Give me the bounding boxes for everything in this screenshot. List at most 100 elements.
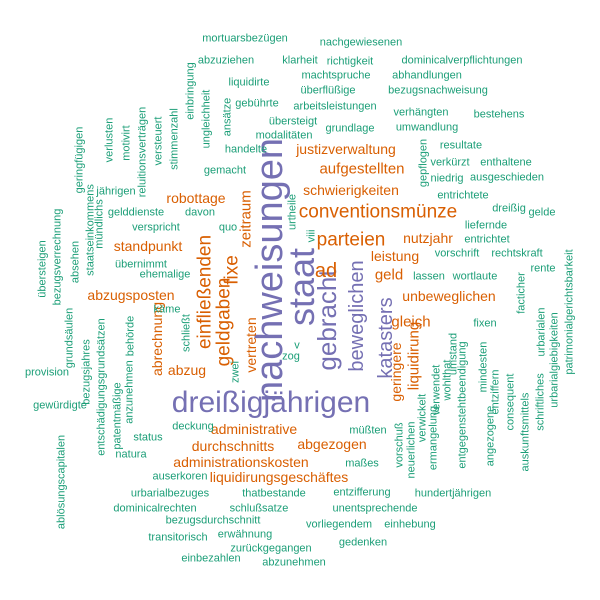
word: motivirt [120,125,133,161]
word: urbarialgiebigkeiten [548,312,561,408]
word: aufgestellten [319,160,405,178]
word: urbarialbezuges [130,487,210,500]
word: administrative [210,421,298,437]
word: absehen [69,240,82,284]
word: fixen [473,317,497,330]
word: geld [374,266,404,284]
word: verkürzt [430,156,470,169]
word: jährigen [96,185,136,198]
word: quo [218,221,238,234]
word: bezugsnachweisung [388,84,488,97]
word: rechtskraft [491,247,543,260]
word: unbeweglichen [402,288,496,304]
word: ad [314,260,338,282]
word: übersteigt [268,115,318,128]
word: behörde [124,315,137,357]
word: käme [153,303,181,316]
word: dominicalverpflichtungen [401,54,523,67]
word: gebracht [312,269,342,371]
word: conventionsmünze [298,201,458,223]
word: bestehens [473,108,525,121]
word: versteuert [152,116,165,166]
word: gewürdigte [33,399,87,412]
word: entrichtete [437,189,489,202]
word: wohlthat [441,359,454,401]
word: viii [305,229,318,243]
word: urbarialen [535,307,548,357]
word: schwierigkeiten [303,182,399,198]
word: patrimonialgerichtsbarkeit [563,249,576,375]
word: klarheit [282,54,318,67]
word: zog [282,350,300,363]
word: geldgaben [213,277,235,367]
word: abhandlungen [392,69,462,82]
word: rente [530,262,556,275]
word: gedenken [338,536,388,549]
word: mortuarsbezügen [202,32,288,45]
word: verhängten [393,106,449,119]
word: dominicalrechten [113,502,197,515]
word: thatbestande [242,487,306,500]
word: übersteigen [36,240,49,298]
word: liquidirung [405,321,423,391]
word: lassen [413,270,445,283]
word: schließt [180,314,193,352]
word: abzunehmen [262,556,326,569]
word: ermangelung [427,405,440,471]
word: ansätze [221,97,234,137]
word: consequent [504,373,517,431]
word: entgegenstehtbeendigung [456,341,469,469]
word: müßten [349,424,387,437]
word: reluitionsverträgen [136,106,149,198]
word: mündlichs [93,199,106,249]
word: gelde [528,206,556,219]
word: ablösungscapitalen [55,434,68,530]
word: gelddienste [107,206,165,219]
word: nutzjahr [403,230,453,246]
word: justizverwaltung [296,141,396,157]
word: ehemalige [139,268,191,281]
word: vorliegendem [305,518,373,531]
word: anzunehmen [123,360,136,424]
word: niedrig [430,172,464,185]
word: entzifferung [333,486,391,499]
word: abzug [167,362,207,378]
word: dreißigjährigen [171,386,371,419]
word: verspricht [132,221,180,234]
word: beweglichen [346,260,368,372]
word: handelte [224,143,268,156]
word: deckung [172,420,214,433]
word: robottage [166,190,226,206]
word: liquidirte [228,76,270,89]
word: durchschnitts [191,438,275,454]
word: abgezogen [297,436,367,452]
word: liquidirungsgeschäftes [209,469,349,485]
word: resultate [439,139,483,152]
word: geringfügigen [73,126,86,194]
word: gebührte [235,97,279,110]
word: urtheile [286,193,299,231]
word: transitorisch [148,531,208,544]
word: entschädigungsgrundsätzen [95,318,108,456]
word: administrationskosten [173,454,309,470]
word: modalitäten [255,129,313,142]
word: auserkoren [152,470,208,483]
word: abzugsposten [87,287,175,303]
word: arbeitsleistungen [293,100,377,113]
word: einbezahlen [181,552,241,565]
word: grundlage [325,122,375,135]
word: auskunftsmittels [519,392,532,472]
word: bezugsverrechnung [51,208,64,306]
word: vertreten [243,317,259,373]
word: standpunkt [113,238,183,254]
word: natura [115,448,147,461]
word: überflüßige [300,84,356,97]
word: schriftliches [534,373,547,431]
word: bezugsjahres [80,339,93,405]
word: status [133,431,163,444]
word: enthaltene [480,156,532,169]
word: übernimmt [115,258,167,271]
word: entrichtet [464,233,510,246]
word: patentmäßige [111,382,124,450]
